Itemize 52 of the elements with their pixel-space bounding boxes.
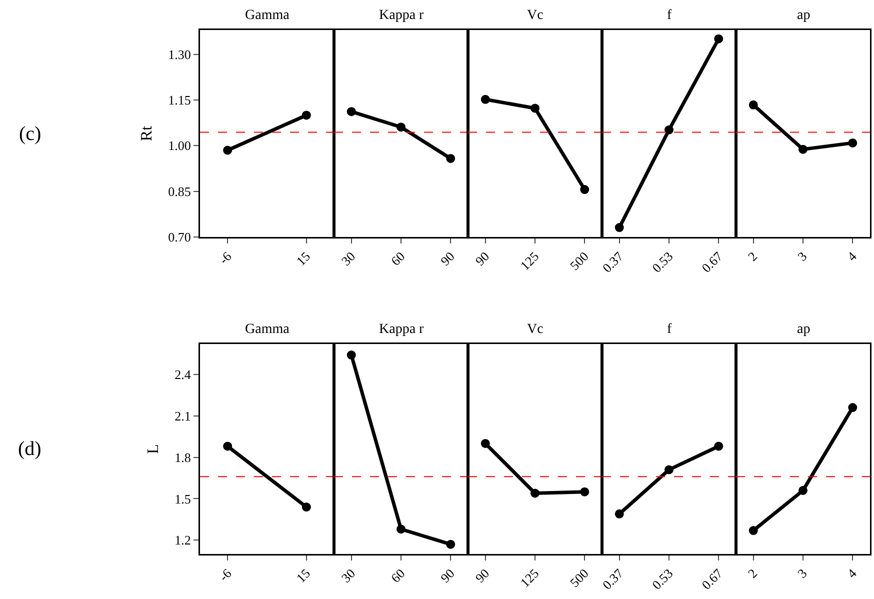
- y-tick-label: 1.8: [174, 450, 191, 465]
- x-tick-label: 30: [338, 566, 358, 586]
- text: (c): [19, 123, 42, 145]
- chart-title: Gamma: [245, 8, 290, 23]
- x-tick-label: -6: [216, 248, 235, 267]
- y-tick-label: 1.30: [168, 46, 191, 62]
- x-tick-label: 0.53: [649, 566, 676, 592]
- x-tick-label: 4: [844, 565, 860, 581]
- x-tick-label: 0.67: [698, 248, 726, 276]
- y-tick-label: 0.70: [168, 230, 191, 245]
- y-tick-label: 1.5: [174, 491, 191, 506]
- x-tick-label: 60: [388, 248, 408, 269]
- x-tick-label: 30: [338, 248, 358, 269]
- x-tick-label: -6: [216, 565, 235, 584]
- x-tick-label: 60: [388, 566, 408, 586]
- chart-title: ap: [797, 8, 810, 23]
- x-tick-label: 15: [293, 248, 314, 269]
- chart-title: Kappa r: [379, 8, 424, 23]
- chart-title: f: [667, 8, 672, 23]
- y-tick-label: 1.15: [168, 92, 191, 108]
- y-tick-label: 1.00: [168, 138, 191, 154]
- x-tick-label: 15: [293, 566, 314, 586]
- x-tick-label: 0.67: [698, 565, 726, 592]
- x-tick-label: 3: [794, 566, 810, 581]
- y-tick-label: 2.1: [174, 408, 191, 424]
- chart-title: f: [667, 322, 672, 337]
- x-tick-label: 90: [438, 248, 458, 269]
- y-tick-label: 2.4: [174, 366, 192, 382]
- chart-title: Vc: [527, 322, 544, 337]
- text: (d): [18, 438, 42, 460]
- x-tick-label: 0.53: [649, 248, 676, 276]
- x-tick-label: 0.37: [599, 565, 626, 592]
- x-tick-label: 4: [844, 248, 860, 264]
- x-tick-label: 90: [472, 566, 492, 586]
- chart-title: Vc: [527, 8, 544, 23]
- x-tick-label: 2: [744, 248, 760, 264]
- x-tick-label: 0.37: [599, 248, 626, 276]
- x-tick-label: 2: [744, 566, 760, 581]
- x-tick-label: 500: [566, 566, 592, 590]
- x-tick-label: 90: [438, 566, 458, 586]
- y-tick-label: 1.2: [174, 532, 191, 548]
- y-tick-label: 0.85: [168, 184, 191, 199]
- chart-title: Kappa r: [379, 322, 424, 337]
- chart-title: Gamma: [245, 322, 290, 337]
- y-axis-title: Rt: [138, 125, 156, 142]
- x-tick-label: 125: [517, 248, 542, 274]
- x-tick-label: 3: [794, 248, 810, 264]
- x-tick-label: 500: [566, 248, 592, 274]
- x-tick-label: 125: [517, 566, 542, 590]
- x-tick-label: 90: [472, 248, 492, 269]
- chart-title: ap: [797, 322, 810, 337]
- y-axis-title: L: [144, 444, 162, 454]
